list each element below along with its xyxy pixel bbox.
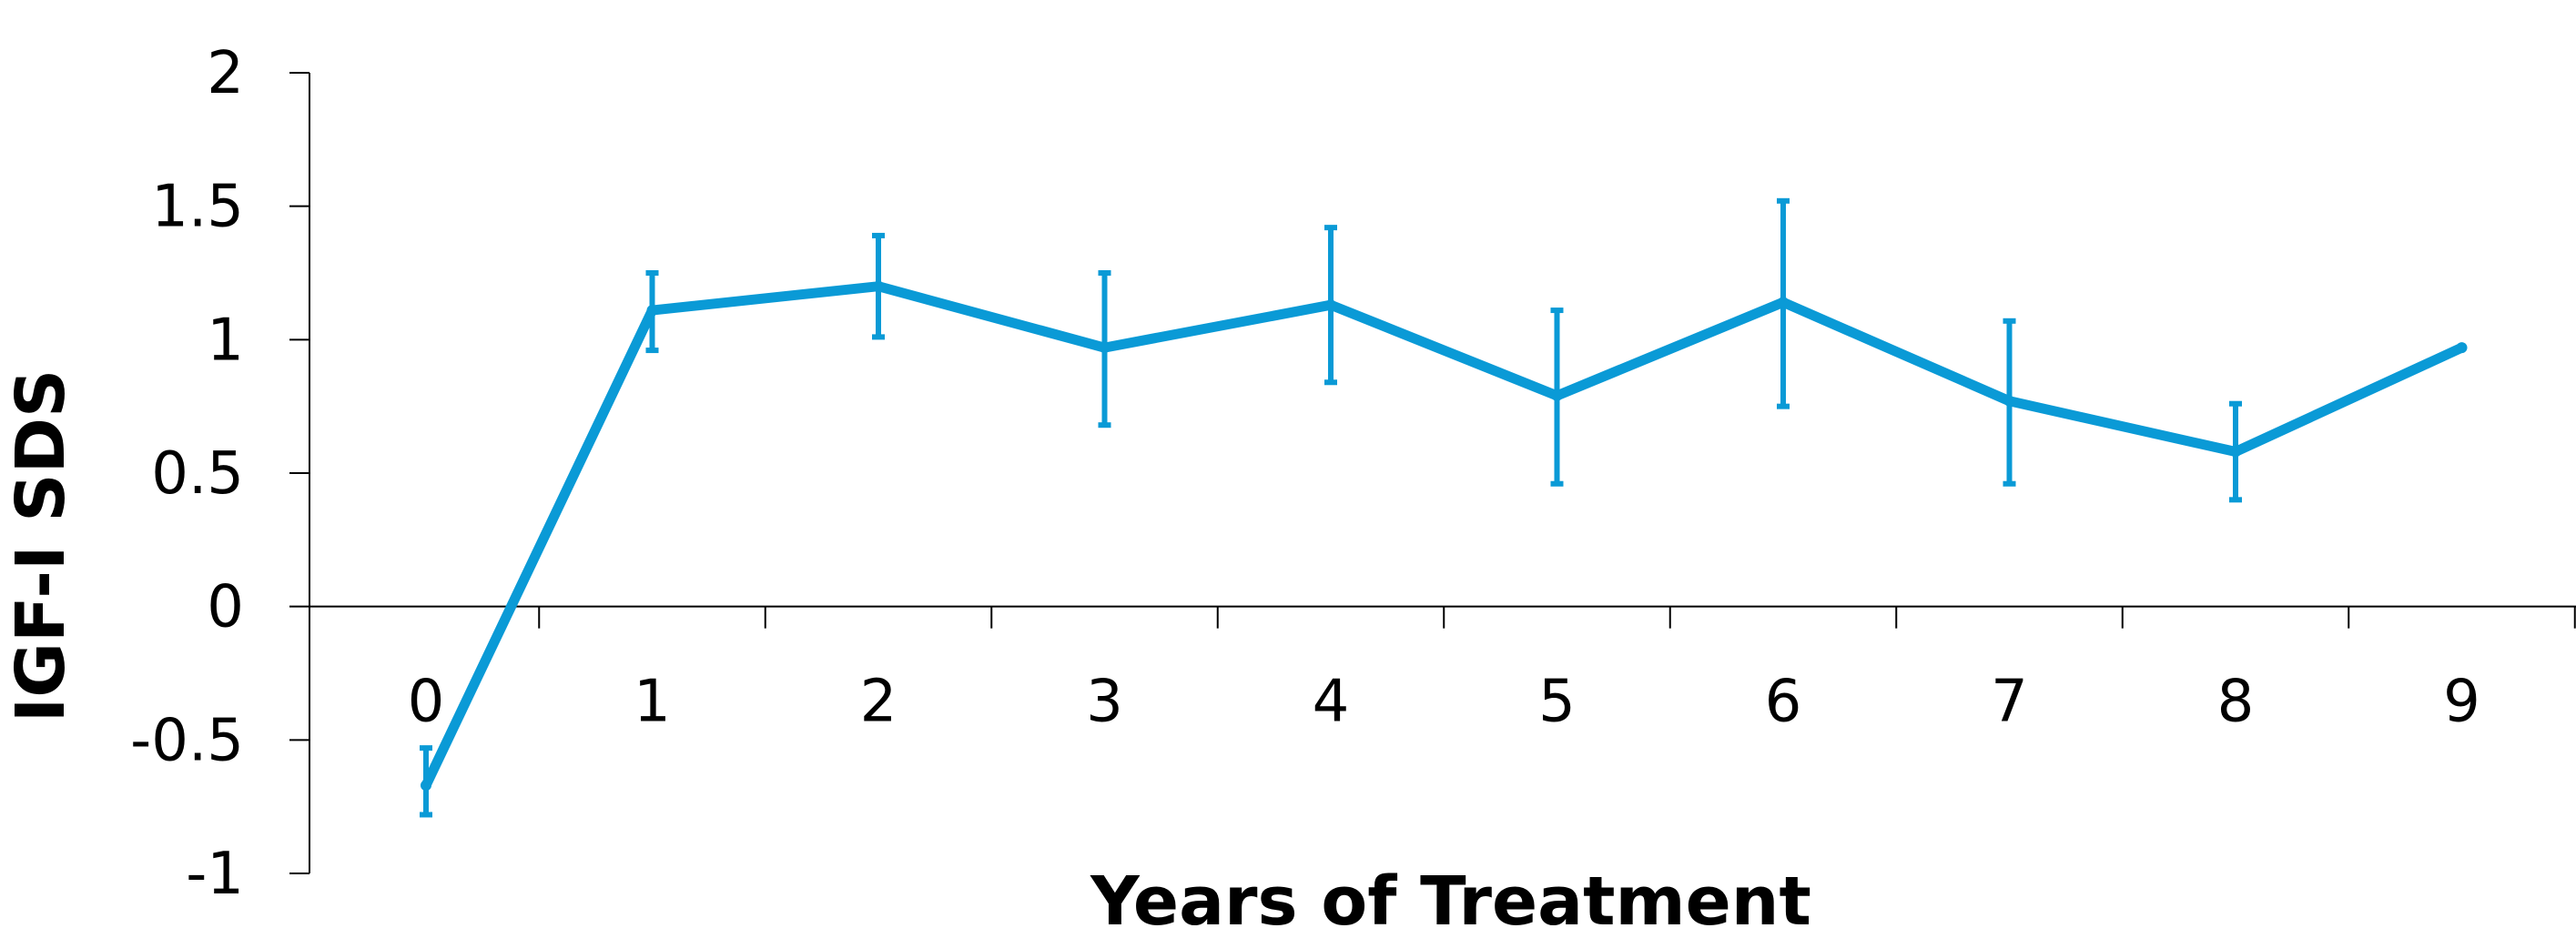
x-axis: 0 1 2 3 4 5 6 7 8 9 (309, 605, 2576, 736)
y-tick-label: 1.5 (151, 174, 244, 241)
series-group (421, 280, 2468, 792)
x-tick-label: 5 (1538, 669, 1576, 736)
x-tick-label: 4 (1313, 669, 1350, 736)
x-tick-label: 7 (1991, 669, 2028, 736)
x-tick-label: 3 (1086, 669, 1123, 736)
data-point (2003, 395, 2015, 407)
data-point (1325, 299, 1336, 311)
x-tick-label: 9 (2443, 669, 2480, 736)
y-axis-title: IGF-I SDS (2, 369, 80, 723)
data-point (1099, 342, 1111, 354)
data-point (646, 305, 658, 317)
y-tick-label: 0 (207, 574, 244, 641)
x-axis-title: Years of Treatment (1090, 862, 1811, 928)
y-tick-label: -1 (186, 841, 244, 908)
data-point (873, 280, 884, 292)
x-tick-label: 6 (1765, 669, 1802, 736)
y-tick-label: 2 (207, 40, 244, 107)
data-point (2456, 342, 2468, 354)
y-tick-label: 0.5 (151, 440, 244, 508)
y-tick-label: -0.5 (130, 707, 244, 774)
y-axis: 2 1.5 1 0.5 0 -0.5 -1 (130, 40, 310, 908)
data-point (2230, 446, 2241, 458)
data-point (1551, 389, 1563, 401)
y-tick-label: 1 (207, 307, 244, 374)
x-tick-label: 1 (634, 669, 671, 736)
data-point (421, 780, 431, 792)
x-tick-label: 2 (860, 669, 898, 736)
x-tick-label: 8 (2217, 669, 2255, 736)
data-point (1778, 297, 1789, 308)
series-line (421, 281, 2467, 791)
x-tick-label: 0 (408, 669, 445, 736)
